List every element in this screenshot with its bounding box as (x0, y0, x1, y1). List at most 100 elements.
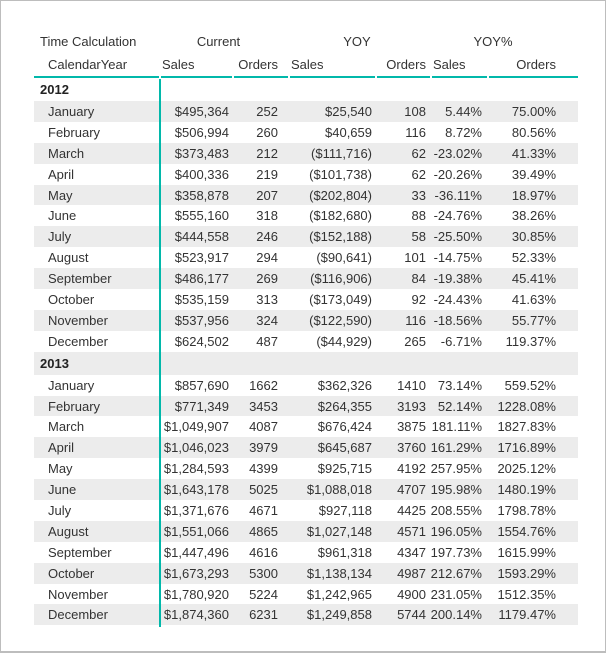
cell-yoy-pct-sales[interactable]: -24.43% (433, 291, 482, 307)
cell-current-sales[interactable]: $624,502 (174, 333, 229, 349)
cell-yoy-sales[interactable]: ($202,804) (309, 187, 372, 203)
cell-yoy-pct-sales[interactable]: -6.71% (440, 333, 482, 349)
cell-current-orders[interactable]: 487 (256, 333, 278, 349)
cell-yoy-pct-orders[interactable]: 80.56% (511, 124, 556, 140)
row-header-month[interactable]: March (48, 419, 85, 435)
cell-current-sales[interactable]: $373,483 (174, 145, 229, 161)
cell-current-sales[interactable]: $506,994 (174, 124, 229, 140)
group-header-yoy[interactable]: YOY (343, 34, 371, 49)
cell-yoy-sales[interactable]: ($116,906) (310, 271, 372, 287)
cell-yoy-pct-sales[interactable]: -19.38% (433, 271, 482, 287)
cell-yoy-pct-orders[interactable]: 39.49% (511, 166, 556, 182)
cell-yoy-pct-orders[interactable]: 1179.47% (498, 607, 556, 623)
cell-current-orders[interactable]: 318 (256, 208, 278, 224)
cell-yoy-pct-orders[interactable]: 1228.08% (497, 398, 556, 414)
cell-yoy-pct-sales[interactable]: 73.14% (437, 377, 482, 393)
cell-yoy-pct-orders[interactable]: 55.77% (511, 312, 556, 328)
cell-yoy-orders[interactable]: 62 (411, 166, 426, 182)
cell-current-sales[interactable]: $400,336 (174, 166, 229, 182)
row-header-month[interactable]: March (48, 145, 85, 161)
cell-yoy-pct-orders[interactable]: 38.26% (511, 208, 556, 224)
row-header-month[interactable]: January (48, 377, 95, 393)
cell-yoy-pct-sales[interactable]: 8.72% (445, 124, 482, 140)
cell-yoy-orders[interactable]: 3875 (397, 419, 426, 435)
cell-yoy-orders[interactable]: 62 (411, 145, 426, 161)
cell-yoy-sales[interactable]: $1,242,965 (306, 586, 372, 602)
cell-yoy-pct-orders[interactable]: 559.52% (504, 377, 556, 393)
cell-current-sales[interactable]: $537,956 (174, 312, 229, 328)
cell-current-sales[interactable]: $1,371,676 (163, 502, 229, 518)
cell-current-orders[interactable]: 260 (256, 124, 278, 140)
cell-yoy-orders[interactable]: 3193 (397, 398, 426, 414)
cell-current-orders[interactable]: 4087 (249, 419, 278, 435)
cell-yoy-orders[interactable]: 116 (405, 312, 426, 328)
cell-current-sales[interactable]: $1,551,066 (163, 523, 229, 539)
cell-current-orders[interactable]: 5300 (249, 565, 278, 581)
cell-current-orders[interactable]: 4865 (249, 523, 278, 539)
cell-yoy-orders[interactable]: 5744 (397, 607, 426, 623)
cell-yoy-pct-sales[interactable]: -24.76% (433, 208, 482, 224)
cell-yoy-pct-orders[interactable]: 41.63% (511, 291, 556, 307)
cell-yoy-pct-sales[interactable]: 195.98% (430, 482, 482, 498)
cell-current-sales[interactable]: $495,364 (174, 103, 229, 119)
row-header-month[interactable]: November (48, 312, 108, 328)
row-header-month[interactable]: July (48, 502, 72, 518)
group-header-yoy-pct[interactable]: YOY% (473, 34, 513, 49)
cell-yoy-sales[interactable]: ($111,716) (311, 145, 372, 161)
cell-current-sales[interactable]: $1,643,178 (163, 482, 229, 498)
cell-yoy-pct-orders[interactable]: 1593.29% (497, 565, 556, 581)
row-header-month[interactable]: December (48, 607, 108, 623)
row-header-month[interactable]: November (48, 586, 108, 602)
cell-yoy-orders[interactable]: 265 (404, 333, 426, 349)
cell-yoy-orders[interactable]: 4192 (397, 461, 426, 477)
cell-current-orders[interactable]: 5025 (249, 482, 278, 498)
cell-current-orders[interactable]: 5224 (249, 586, 278, 602)
cell-yoy-pct-sales[interactable]: 196.05% (430, 523, 482, 539)
column-header-calendaryear[interactable]: CalendarYear (48, 57, 128, 72)
cell-yoy-orders[interactable]: 4900 (397, 586, 426, 602)
cell-current-sales[interactable]: $1,046,023 (163, 440, 229, 456)
cell-current-sales[interactable]: $523,917 (174, 250, 229, 266)
cell-yoy-pct-orders[interactable]: 52.33% (511, 250, 556, 266)
cell-current-orders[interactable]: 6231 (249, 607, 278, 623)
cell-yoy-sales[interactable]: $927,118 (318, 502, 372, 518)
cell-current-orders[interactable]: 4671 (249, 502, 278, 518)
cell-yoy-sales[interactable]: ($152,188) (309, 229, 372, 245)
cell-yoy-pct-sales[interactable]: 212.67% (430, 565, 482, 581)
cell-yoy-sales[interactable]: $1,027,148 (306, 523, 372, 539)
cell-current-sales[interactable]: $555,160 (174, 208, 229, 224)
cell-yoy-orders[interactable]: 4425 (397, 502, 426, 518)
cell-current-sales[interactable]: $358,878 (174, 187, 229, 203)
cell-yoy-sales[interactable]: ($173,049) (309, 291, 372, 307)
cell-yoy-sales[interactable]: ($122,590) (309, 312, 372, 328)
cell-yoy-pct-orders[interactable]: 2025.12% (497, 461, 556, 477)
cell-yoy-sales[interactable]: $645,687 (317, 440, 372, 456)
cell-yoy-pct-orders[interactable]: 1827.83% (497, 419, 556, 435)
cell-yoy-orders[interactable]: 116 (405, 124, 426, 140)
cell-yoy-pct-sales[interactable]: 200.14% (430, 607, 482, 623)
cell-current-sales[interactable]: $771,349 (174, 398, 229, 414)
year-row[interactable]: 2012 (34, 78, 578, 101)
cell-yoy-pct-orders[interactable]: 1480.19% (497, 482, 556, 498)
cell-yoy-orders[interactable]: 3760 (397, 440, 426, 456)
cell-yoy-sales[interactable]: ($90,641) (316, 250, 372, 266)
row-header-month[interactable]: September (48, 544, 112, 560)
cell-current-orders[interactable]: 3453 (249, 398, 278, 414)
cell-current-orders[interactable]: 4616 (249, 544, 278, 560)
cell-yoy-pct-orders[interactable]: 75.00% (511, 103, 556, 119)
cell-yoy-pct-sales[interactable]: -36.11% (434, 187, 482, 203)
cell-yoy-pct-sales[interactable]: -23.02% (433, 145, 482, 161)
cell-yoy-orders[interactable]: 84 (411, 271, 426, 287)
column-header-current-sales[interactable]: Sales (162, 57, 195, 72)
cell-yoy-pct-orders[interactable]: 1798.78% (497, 502, 556, 518)
row-header-month[interactable]: June (48, 482, 77, 498)
cell-yoy-sales[interactable]: $925,715 (317, 461, 372, 477)
row-header-month[interactable]: December (48, 333, 108, 349)
cell-yoy-orders[interactable]: 1410 (397, 377, 426, 393)
cell-yoy-pct-sales[interactable]: 181.11% (431, 419, 482, 435)
cell-yoy-orders[interactable]: 33 (411, 187, 426, 203)
cell-current-orders[interactable]: 3979 (249, 440, 278, 456)
cell-yoy-pct-sales[interactable]: -18.56% (433, 312, 482, 328)
group-header-current[interactable]: Current (196, 34, 241, 49)
cell-current-orders[interactable]: 252 (256, 103, 278, 119)
